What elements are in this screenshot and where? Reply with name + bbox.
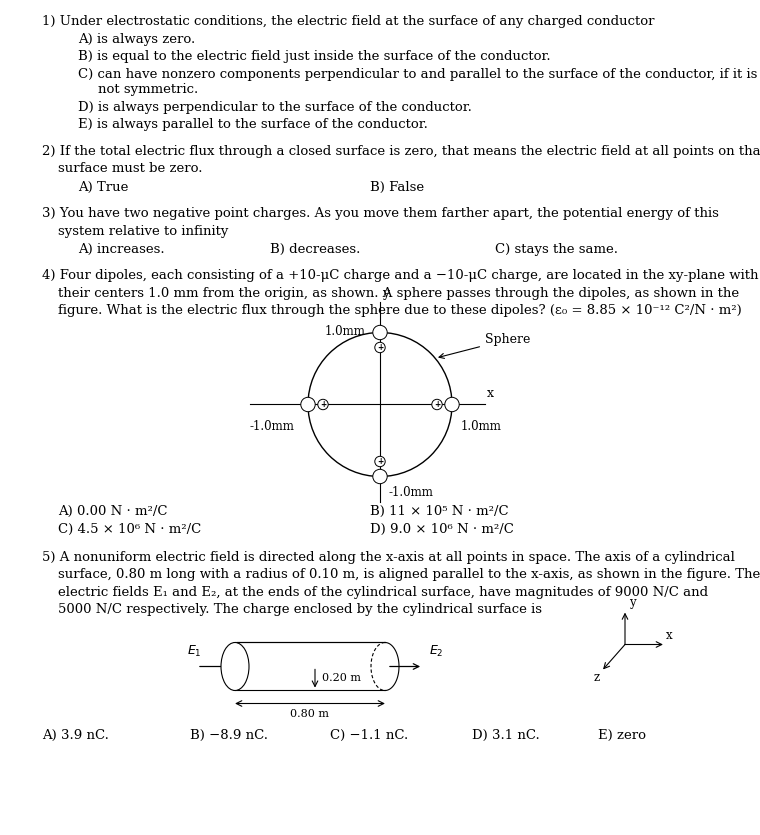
Text: y: y: [382, 287, 389, 301]
Text: +: +: [377, 342, 383, 352]
Text: A) 0.00 N · m²/C: A) 0.00 N · m²/C: [58, 504, 167, 518]
Text: B) False: B) False: [370, 180, 424, 194]
Text: B) 11 × 10⁵ N · m²/C: B) 11 × 10⁵ N · m²/C: [370, 504, 508, 518]
Text: B) −8.9 nC.: B) −8.9 nC.: [190, 728, 268, 741]
Text: x: x: [487, 387, 494, 401]
Text: +: +: [377, 457, 383, 466]
Text: system relative to infinity: system relative to infinity: [58, 225, 228, 237]
Text: D) 9.0 × 10⁶ N · m²/C: D) 9.0 × 10⁶ N · m²/C: [370, 523, 514, 536]
Text: C) −1.1 nC.: C) −1.1 nC.: [330, 728, 408, 741]
Text: 5) A nonuniform electric field is directed along the x-axis at all points in spa: 5) A nonuniform electric field is direct…: [42, 551, 735, 564]
Text: D) 3.1 nC.: D) 3.1 nC.: [472, 728, 540, 741]
Text: z: z: [594, 671, 600, 685]
Text: C) 4.5 × 10⁶ N · m²/C: C) 4.5 × 10⁶ N · m²/C: [58, 523, 201, 536]
Text: 5000 N/C respectively. The charge enclosed by the cylindrical surface is: 5000 N/C respectively. The charge enclos…: [58, 604, 542, 616]
Text: E) zero: E) zero: [598, 728, 646, 741]
Circle shape: [375, 342, 385, 352]
Text: 0.80 m: 0.80 m: [290, 709, 330, 719]
Text: surface must be zero.: surface must be zero.: [58, 162, 202, 175]
Ellipse shape: [221, 642, 249, 691]
Text: D) is always perpendicular to the surface of the conductor.: D) is always perpendicular to the surfac…: [78, 100, 472, 114]
Text: 4) Four dipoles, each consisting of a +10-μC charge and a −10-μC charge, are loc: 4) Four dipoles, each consisting of a +1…: [42, 270, 758, 282]
Text: A) is always zero.: A) is always zero.: [78, 33, 195, 45]
Circle shape: [445, 397, 459, 412]
Text: $E_1$: $E_1$: [187, 645, 201, 660]
Text: figure. What is the electric flux through the sphere due to these dipoles? (ε₀ =: figure. What is the electric flux throug…: [58, 305, 742, 317]
Text: 3) You have two negative point charges. As you move them farther apart, the pote: 3) You have two negative point charges. …: [42, 207, 719, 220]
Text: 1) Under electrostatic conditions, the electric field at the surface of any char: 1) Under electrostatic conditions, the e…: [42, 15, 654, 28]
Circle shape: [375, 456, 385, 467]
Text: B) is equal to the electric field just inside the surface of the conductor.: B) is equal to the electric field just i…: [78, 50, 551, 63]
Text: 2) If the total electric flux through a closed surface is zero, that means the e: 2) If the total electric flux through a …: [42, 144, 760, 158]
Text: A) 3.9 nC.: A) 3.9 nC.: [42, 728, 109, 741]
Text: electric fields E₁ and E₂, at the ends of the cylindrical surface, have magnitud: electric fields E₁ and E₂, at the ends o…: [58, 586, 708, 599]
Text: A) increases.: A) increases.: [78, 243, 165, 256]
Text: y: y: [629, 596, 635, 610]
Circle shape: [318, 399, 328, 410]
Text: their centers 1.0 mm from the origin, as shown. A sphere passes through the dipo: their centers 1.0 mm from the origin, as…: [58, 287, 739, 300]
Text: A) True: A) True: [78, 180, 128, 194]
Circle shape: [432, 399, 442, 410]
Text: -1.0mm: -1.0mm: [250, 421, 295, 433]
Text: x: x: [666, 630, 673, 642]
Text: E) is always parallel to the surface of the conductor.: E) is always parallel to the surface of …: [78, 118, 428, 131]
Text: +: +: [434, 400, 440, 408]
Text: 0.20 m: 0.20 m: [322, 674, 361, 684]
Circle shape: [373, 469, 387, 483]
Text: not symmetric.: not symmetric.: [98, 83, 198, 96]
Circle shape: [373, 326, 387, 340]
Text: Sphere: Sphere: [439, 333, 530, 358]
Text: C) stays the same.: C) stays the same.: [495, 243, 618, 256]
Circle shape: [301, 397, 315, 412]
Text: C) can have nonzero components perpendicular to and parallel to the surface of t: C) can have nonzero components perpendic…: [78, 68, 758, 80]
Text: surface, 0.80 m long with a radius of 0.10 m, is aligned parallel to the x-axis,: surface, 0.80 m long with a radius of 0.…: [58, 569, 760, 581]
Text: 1.0mm: 1.0mm: [325, 326, 366, 338]
Text: -1.0mm: -1.0mm: [389, 487, 434, 499]
Text: 1.0mm: 1.0mm: [461, 421, 502, 433]
Text: $E_2$: $E_2$: [429, 645, 444, 660]
Text: +: +: [320, 400, 326, 408]
Text: B) decreases.: B) decreases.: [270, 243, 360, 256]
